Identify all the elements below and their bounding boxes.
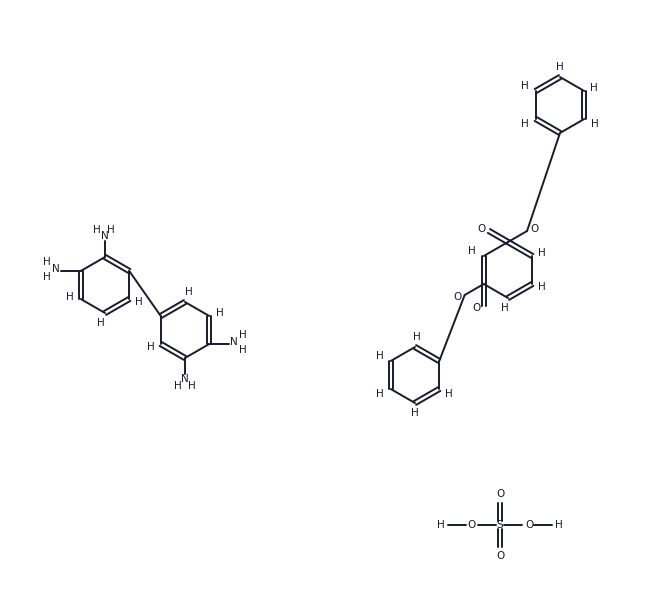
Text: N: N <box>181 374 189 384</box>
Text: H: H <box>437 520 445 530</box>
Text: H: H <box>188 381 196 391</box>
Text: H: H <box>591 119 599 129</box>
Text: O: O <box>467 520 475 530</box>
Text: N: N <box>52 264 60 274</box>
Text: H: H <box>136 297 143 307</box>
Text: H: H <box>521 81 529 91</box>
Text: H: H <box>107 225 115 235</box>
Text: O: O <box>478 224 486 234</box>
Text: H: H <box>147 342 155 352</box>
Text: H: H <box>93 225 101 235</box>
Text: H: H <box>446 389 453 399</box>
Text: H: H <box>539 248 546 258</box>
Text: H: H <box>43 272 51 282</box>
Text: H: H <box>66 292 74 302</box>
Text: H: H <box>185 287 193 297</box>
Text: H: H <box>539 282 546 292</box>
Text: N: N <box>230 337 238 347</box>
Text: H: H <box>97 318 105 328</box>
Text: O: O <box>454 292 462 302</box>
Text: H: H <box>411 408 419 418</box>
Text: H: H <box>501 303 509 313</box>
Text: O: O <box>525 520 533 530</box>
Text: H: H <box>521 119 529 129</box>
Text: S: S <box>497 520 503 530</box>
Text: O: O <box>530 224 538 234</box>
Text: H: H <box>216 308 224 318</box>
Text: O: O <box>496 551 504 561</box>
Text: H: H <box>239 330 247 340</box>
Text: O: O <box>473 303 481 313</box>
Text: H: H <box>591 83 598 93</box>
Text: H: H <box>376 351 384 361</box>
Text: N: N <box>101 231 109 241</box>
Text: H: H <box>555 520 563 530</box>
Text: H: H <box>413 332 421 342</box>
Text: H: H <box>239 345 247 355</box>
Text: H: H <box>43 257 51 267</box>
Text: O: O <box>496 489 504 499</box>
Text: H: H <box>174 381 182 391</box>
Text: H: H <box>556 62 564 72</box>
Text: H: H <box>468 246 475 256</box>
Text: H: H <box>376 389 384 399</box>
